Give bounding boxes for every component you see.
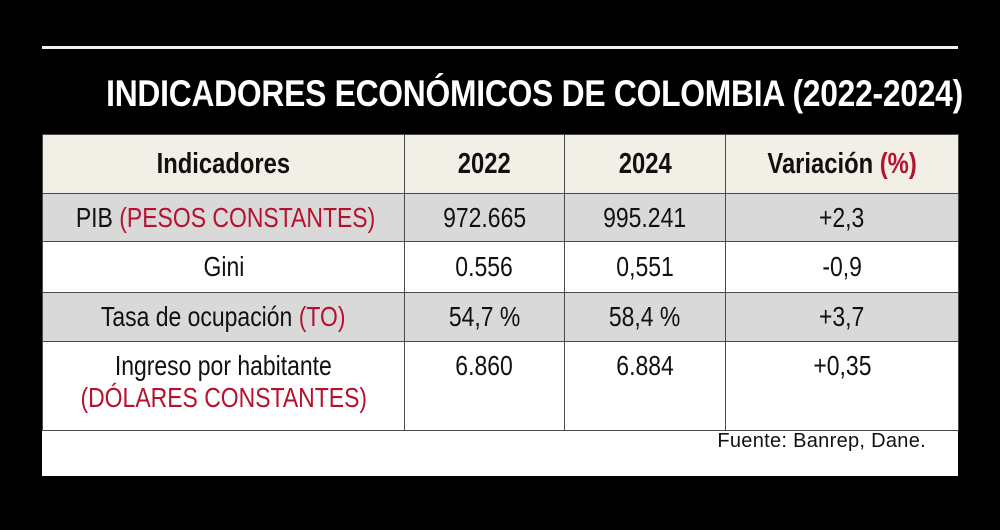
table-row: Tasa de ocupación (TO) 54,7 % 58,4 % +3,… [42, 292, 959, 342]
value-variation: -0,9 [725, 241, 959, 293]
value-variation: +0,35 [725, 341, 959, 431]
value-2024: 6.884 [564, 341, 726, 431]
indicators-table: Indicadores 2022 2024 Variación (%) PIB … [42, 134, 959, 431]
table-header-row: Indicadores 2022 2024 Variación (%) [42, 134, 959, 194]
row-label: Tasa de ocupación (TO) [42, 292, 405, 342]
value-2024: 0,551 [564, 241, 726, 293]
header-2022: 2022 [404, 134, 565, 194]
value-variation: +2,3 [725, 193, 959, 242]
header-2024: 2024 [564, 134, 726, 194]
row-label: Ingreso por habitante (DÓLARES CONSTANTE… [42, 341, 405, 431]
value-2022: 6.860 [404, 341, 565, 431]
header-variation: Variación (%) [725, 134, 959, 194]
variation-unit: (%) [879, 147, 917, 180]
row-note: (DÓLARES CONSTANTES) [80, 382, 367, 413]
top-rule [42, 46, 958, 49]
value-2022: 972.665 [404, 193, 565, 242]
value-2022: 54,7 % [404, 292, 565, 342]
table-row: Ingreso por habitante (DÓLARES CONSTANTE… [42, 341, 959, 431]
value-2024: 58,4 % [564, 292, 726, 342]
table-row: Gini 0.556 0,551 -0,9 [42, 241, 959, 293]
table-row: PIB (PESOS CONSTANTES) 972.665 995.241 +… [42, 193, 959, 242]
row-label: Gini [42, 241, 405, 293]
row-label: PIB (PESOS CONSTANTES) [42, 193, 405, 242]
row-note: (TO) [299, 301, 346, 332]
row-note: (PESOS CONSTANTES) [119, 201, 376, 233]
source-footnote: Fuente: Banrep, Dane. [717, 430, 926, 452]
table-panel: Indicadores 2022 2024 Variación (%) PIB … [42, 134, 959, 476]
page-title: INDICADORES ECONÓMICOS DE COLOMBIA (2022… [106, 73, 963, 114]
header-indicators: Indicadores [42, 134, 405, 194]
value-variation: +3,7 [725, 292, 959, 342]
value-2022: 0.556 [404, 241, 565, 293]
value-2024: 995.241 [564, 193, 726, 242]
